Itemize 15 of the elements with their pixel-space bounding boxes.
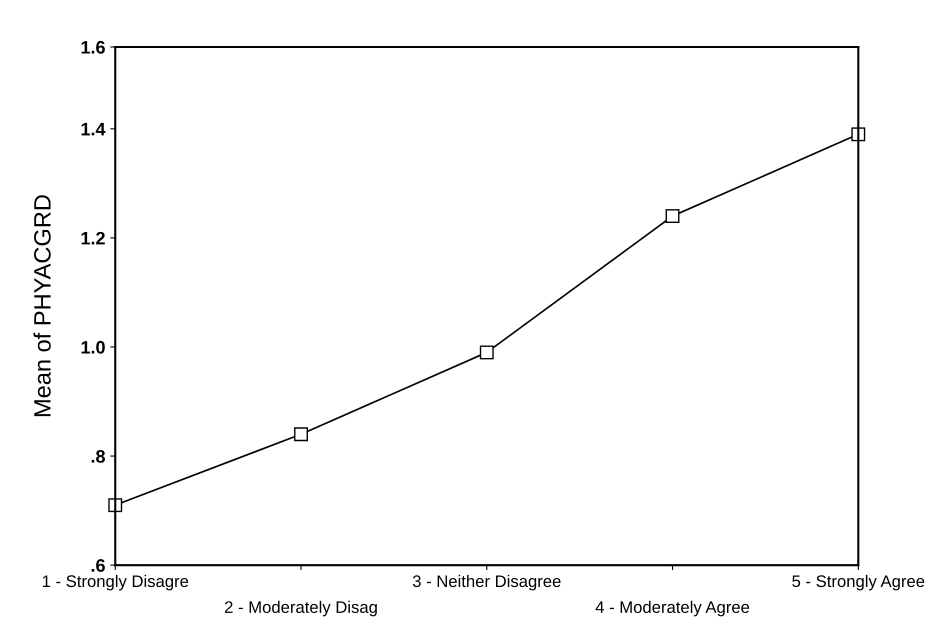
y-tick-label: .6 [92,559,105,572]
y-tick-label: 1.4 [82,122,106,136]
x-tick-label: 4 - Moderately Agree [596,600,750,616]
point [666,209,680,224]
point [480,345,494,360]
y-tick-label: 1.2 [82,232,105,244]
x-tick-label: 1 - Strongly Disagre [42,574,188,590]
y-tick-label: 1.0 [82,340,105,354]
point [294,427,308,442]
y-axis-title: Mean of PHYACGRD [33,195,51,416]
y-tick-label: .8 [92,450,105,463]
x-tick-label: 2 - Moderately Disag [224,600,377,616]
x-tick-label: 3 - Neither Disagree [412,574,561,590]
y-tick-label: 1.6 [82,40,105,54]
x-tick-label: 5 - Strongly Agree [792,574,924,590]
